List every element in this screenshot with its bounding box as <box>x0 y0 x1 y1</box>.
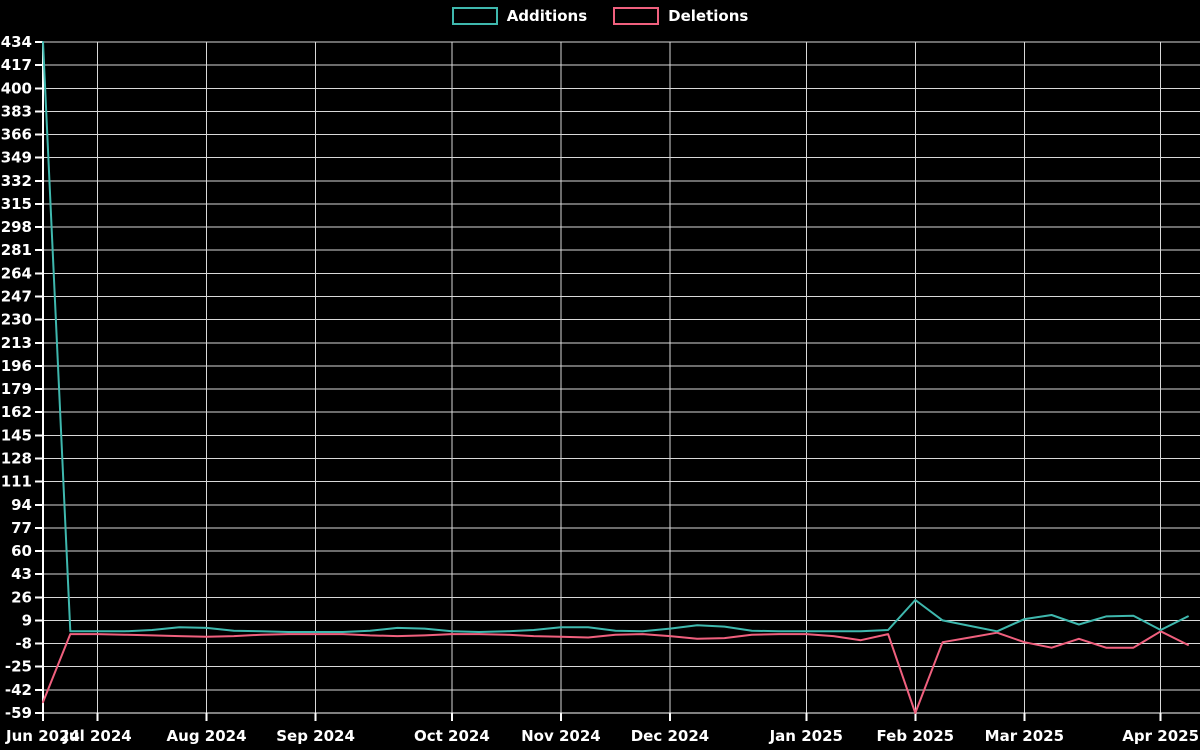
y-tick-label: 77 <box>11 519 32 537</box>
x-tick-label: Jun 2024 <box>5 727 80 745</box>
x-tick-label: Apr 2025 <box>1122 727 1199 745</box>
x-tick-label: Sep 2024 <box>276 727 355 745</box>
y-tick-label: 400 <box>1 79 32 97</box>
y-tick-label: 60 <box>11 542 32 560</box>
y-tick-label: 196 <box>1 357 32 375</box>
y-tick-label: 128 <box>1 449 32 467</box>
y-tick-label: 417 <box>1 56 32 74</box>
additions-line <box>42 41 1189 633</box>
y-tick-label: -59 <box>5 704 32 722</box>
y-tick-label: 247 <box>1 288 32 306</box>
y-tick-label: 213 <box>1 334 32 352</box>
x-tick-label: Nov 2024 <box>521 727 601 745</box>
y-tick-label: 162 <box>1 403 32 421</box>
y-tick-label: -25 <box>5 658 32 676</box>
y-tick-label: 315 <box>1 195 32 213</box>
y-tick-label: 111 <box>1 473 32 491</box>
y-tick-label: 26 <box>11 588 32 606</box>
y-tick-label: 145 <box>1 426 32 444</box>
x-tick-label: Feb 2025 <box>877 727 955 745</box>
y-tick-label: 298 <box>1 218 32 236</box>
x-tick-label: Oct 2024 <box>414 727 490 745</box>
y-tick-label: 383 <box>1 102 32 120</box>
y-tick-label: -42 <box>5 681 32 699</box>
y-tick-label: -8 <box>15 635 32 653</box>
x-tick-label: Mar 2025 <box>985 727 1064 745</box>
y-tick-label: 94 <box>11 496 32 514</box>
y-tick-label: 332 <box>1 172 32 190</box>
y-tick-label: 230 <box>1 311 32 329</box>
y-tick-label: 9 <box>22 611 32 629</box>
y-tick-label: 366 <box>1 126 32 144</box>
y-tick-label: 43 <box>11 565 32 583</box>
y-tick-label: 349 <box>1 149 32 167</box>
x-tick-label: Dec 2024 <box>631 727 710 745</box>
x-tick-label: Aug 2024 <box>167 727 247 745</box>
x-tick-label: Jul 2024 <box>62 727 131 745</box>
y-tick-label: 281 <box>1 241 32 259</box>
y-tick-label: 179 <box>1 380 32 398</box>
x-tick-label: Jan 2025 <box>769 727 843 745</box>
y-tick-label: 264 <box>1 264 32 282</box>
y-tick-label: 434 <box>1 33 32 51</box>
deletions-line <box>42 630 1189 714</box>
